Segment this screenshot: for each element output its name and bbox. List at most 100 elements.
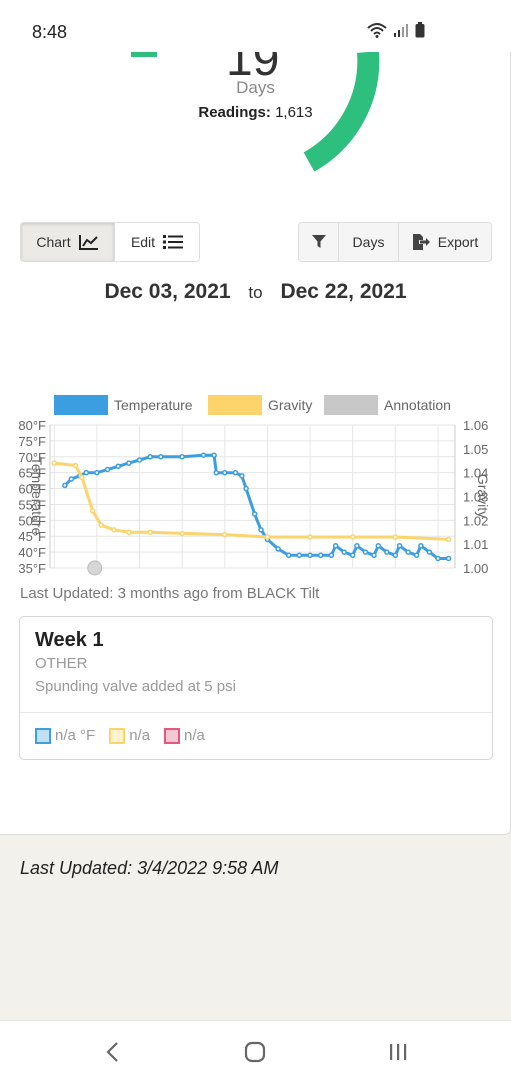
recents-button[interactable] bbox=[378, 1037, 418, 1067]
y-right-tick-5: 1.01 bbox=[463, 537, 488, 552]
y-right-tick-3: 1.03 bbox=[463, 490, 488, 505]
legend-label-0: Temperature bbox=[114, 397, 193, 413]
y-left-title: Temperature bbox=[29, 457, 45, 536]
series-point-gravity-11 bbox=[307, 534, 313, 540]
y-right-tick-6: 1.00 bbox=[463, 561, 488, 576]
battery-icon bbox=[415, 22, 425, 38]
gravity-swatch bbox=[109, 727, 126, 744]
y-left-tick-0: 80°F bbox=[18, 418, 46, 433]
y-left-tick-6: 50°F bbox=[18, 513, 46, 528]
series-point-temperature-28 bbox=[332, 543, 339, 549]
series-point-gravity-3 bbox=[89, 508, 96, 514]
annotation-gravity-value: n/a bbox=[129, 727, 151, 744]
readings-label: Readings: bbox=[198, 104, 271, 121]
series-point-temperature-12 bbox=[200, 452, 207, 458]
home-icon bbox=[244, 1041, 266, 1063]
y-right-tick-0: 1.06 bbox=[463, 418, 488, 433]
series-point-temperature-40 bbox=[418, 543, 424, 549]
status-time: 8:48 bbox=[32, 22, 68, 42]
data-actions-group: Days Export bbox=[298, 222, 492, 262]
legend-swatch-2 bbox=[324, 395, 378, 415]
series-point-temperature-11 bbox=[179, 454, 185, 460]
annotation-legend: n/a °F n/a n/a bbox=[35, 727, 205, 744]
annotation-description: Spunding valve added at 5 psi bbox=[35, 678, 236, 695]
annotation-title: Week 1 bbox=[35, 629, 104, 651]
series-point-temperature-0 bbox=[62, 482, 68, 489]
series-point-temperature-4 bbox=[94, 469, 100, 476]
series-point-temperature-27 bbox=[328, 552, 335, 559]
series-point-temperature-18 bbox=[243, 485, 249, 492]
gauge-start-mark bbox=[131, 52, 157, 57]
series-point-temperature-33 bbox=[371, 552, 377, 559]
back-button[interactable] bbox=[92, 1037, 132, 1067]
page-last-updated: Last Updated: 3/4/2022 9:58 AM bbox=[20, 858, 279, 878]
series-point-temperature-23 bbox=[285, 552, 292, 559]
y-left-tick-2: 70°F bbox=[18, 450, 46, 465]
series-point-temperature-24 bbox=[296, 552, 303, 559]
series-point-temperature-34 bbox=[375, 543, 382, 549]
legend-swatch-1 bbox=[208, 395, 262, 415]
y-left-tick-5: 55°F bbox=[18, 497, 46, 512]
x-tick-8: Dec 20 bbox=[358, 574, 398, 576]
series-point-temperature-5 bbox=[104, 466, 111, 473]
chart-button-label: Chart bbox=[36, 234, 71, 250]
date-range-start: Dec 03, 2021 bbox=[104, 280, 231, 303]
annotation-marker-0 bbox=[87, 560, 103, 576]
annotation-other-value: n/a bbox=[184, 727, 205, 744]
series-point-temperature-17 bbox=[239, 473, 245, 479]
series-point-temperature-42 bbox=[435, 555, 441, 562]
filter-button[interactable] bbox=[299, 223, 339, 261]
days-gauge bbox=[131, 52, 380, 172]
x-tick-4: Dec 12 bbox=[187, 574, 227, 576]
series-point-gravity-14 bbox=[445, 536, 452, 543]
status-bar: 8:48 bbox=[0, 0, 511, 52]
series-point-temperature-38 bbox=[405, 549, 411, 555]
export-button-label: Export bbox=[437, 234, 479, 250]
edit-button-label: Edit bbox=[130, 234, 156, 250]
chart-button[interactable]: Chart bbox=[21, 223, 115, 261]
series-point-gravity-9 bbox=[222, 531, 228, 538]
chart-last-updated: Last Updated: 3 months ago from BLACK Ti… bbox=[20, 585, 320, 602]
annotation-type: OTHER bbox=[35, 655, 88, 672]
brew-card: 19 Days Readings: 1,613 Chart Edit bbox=[0, 52, 511, 835]
y-left-tick-9: 35°F bbox=[18, 561, 46, 576]
temperature-swatch bbox=[35, 727, 51, 744]
series-point-temperature-41 bbox=[426, 549, 433, 555]
export-button[interactable]: Export bbox=[399, 223, 491, 261]
x-tick-9: Dec 22 bbox=[400, 574, 440, 576]
series-point-gravity-10 bbox=[264, 534, 271, 540]
annotation-card[interactable]: Week 1 OTHER Spunding valve added at 5 p… bbox=[19, 616, 493, 760]
days-button[interactable]: Days bbox=[339, 223, 399, 261]
annotation-temperature-value: n/a °F bbox=[55, 727, 96, 744]
days-label: Days bbox=[236, 78, 275, 97]
annotation-temperature: n/a °F bbox=[35, 727, 95, 744]
series-point-temperature-1 bbox=[68, 476, 75, 482]
home-button[interactable] bbox=[235, 1037, 275, 1067]
series-point-temperature-36 bbox=[392, 552, 399, 559]
series-point-temperature-14 bbox=[213, 469, 220, 476]
date-range: Dec 03, 2021 to Dec 22, 2021 bbox=[0, 280, 510, 304]
y-right-title: Gravity bbox=[475, 474, 491, 518]
filter-icon bbox=[311, 235, 326, 248]
days-value: 19 bbox=[226, 52, 280, 86]
series-point-temperature-20 bbox=[258, 527, 264, 533]
date-range-end: Dec 22, 2021 bbox=[280, 280, 407, 303]
series-point-temperature-10 bbox=[158, 454, 164, 460]
list-icon bbox=[163, 235, 184, 249]
line-chart-icon bbox=[78, 235, 98, 250]
fermentation-chart[interactable]: Temperature Gravity Annotation 80°F75°F70°F… bbox=[0, 336, 511, 576]
series-point-temperature-31 bbox=[354, 543, 360, 549]
series-point-gravity-13 bbox=[392, 534, 399, 540]
signal-icon bbox=[394, 24, 408, 37]
edit-button[interactable]: Edit bbox=[115, 223, 199, 261]
series-point-temperature-16 bbox=[232, 469, 239, 476]
readings-value: 1,613 bbox=[275, 104, 313, 121]
view-toggle-group: Chart Edit bbox=[20, 222, 200, 262]
series-point-gravity-8 bbox=[179, 530, 185, 537]
y-left-tick-7: 45°F bbox=[18, 529, 46, 544]
x-tick-6: Dec 16 bbox=[272, 574, 312, 576]
series-point-temperature-26 bbox=[317, 552, 324, 559]
wifi-icon bbox=[367, 23, 387, 38]
y-left-tick-3: 65°F bbox=[18, 466, 46, 481]
series-point-temperature-8 bbox=[136, 457, 143, 463]
